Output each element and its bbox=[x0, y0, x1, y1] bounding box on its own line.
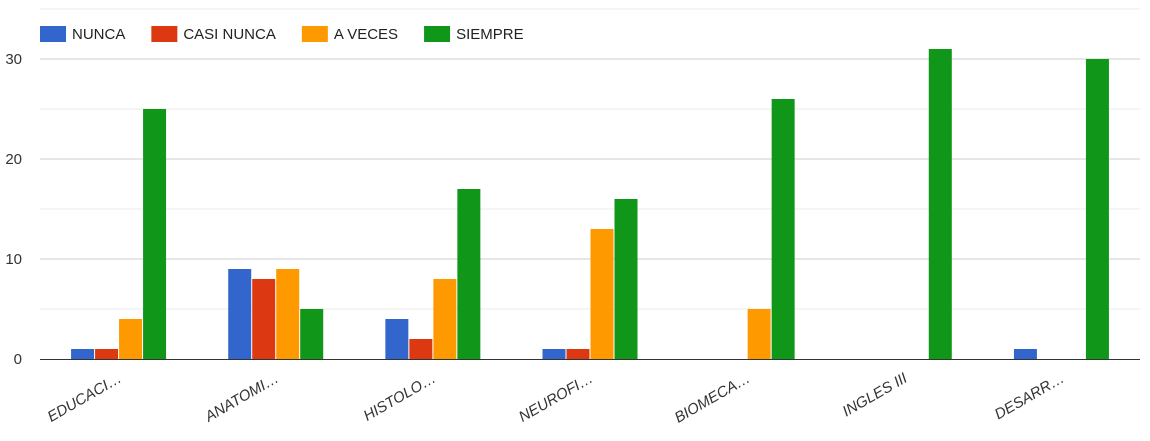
bar-a-veces bbox=[433, 279, 457, 359]
bar-siempre bbox=[1085, 59, 1109, 359]
bar-casi-nunca bbox=[252, 279, 276, 359]
bar-siempre bbox=[143, 109, 167, 359]
y-tick-label: 10 bbox=[5, 251, 22, 268]
legend-swatch bbox=[424, 26, 451, 42]
x-axis-labels: EDUCACI… ANATOMI… HISTOLO… NEUROFI… BIOMECA…… bbox=[45, 370, 1068, 427]
x-category-label: ANATOMI… bbox=[201, 370, 281, 426]
bar-casi-nunca bbox=[95, 349, 119, 359]
x-category-label: INGLES III bbox=[840, 370, 911, 421]
x-category-label: HISTOLO… bbox=[361, 370, 439, 425]
x-category-label: EDUCACI… bbox=[45, 370, 125, 426]
bar-siempre bbox=[457, 189, 481, 359]
bar-nunca bbox=[542, 349, 566, 359]
bar-siempre bbox=[928, 49, 952, 359]
bar-nunca bbox=[228, 269, 252, 359]
bar-a-veces bbox=[276, 269, 300, 359]
bar-nunca bbox=[1013, 349, 1037, 359]
bar-a-veces bbox=[747, 309, 771, 359]
legend-swatch bbox=[151, 26, 178, 42]
bar-siempre bbox=[614, 199, 638, 359]
bar-siempre bbox=[300, 309, 324, 359]
x-category-label: BIOMECA… bbox=[672, 370, 753, 427]
legend-swatch bbox=[301, 26, 328, 42]
bar-nunca bbox=[385, 319, 409, 359]
legend-label: CASI NUNCA bbox=[183, 26, 276, 43]
grid-lines bbox=[40, 8, 1140, 310]
bar-a-veces bbox=[119, 319, 143, 359]
legend-label: SIEMPRE bbox=[456, 26, 524, 43]
y-tick-label: 30 bbox=[5, 51, 22, 68]
x-category-label: NEUROFI… bbox=[516, 370, 596, 426]
bar-casi-nunca bbox=[409, 339, 433, 359]
bar-nunca bbox=[71, 349, 95, 359]
bar-siempre bbox=[771, 99, 795, 359]
bars bbox=[71, 49, 1109, 359]
legend-label: NUNCA bbox=[72, 26, 125, 43]
legend-label: A VECES bbox=[334, 26, 398, 43]
bar-a-veces bbox=[590, 229, 614, 359]
legend-swatch bbox=[40, 26, 66, 42]
x-category-label: DESARR… bbox=[992, 370, 1068, 423]
legend: NUNCA CASI NUNCA A VECES SIEMPRE bbox=[40, 26, 524, 43]
y-tick-label: 20 bbox=[5, 151, 22, 168]
y-axis-ticks: 0 10 20 30 bbox=[5, 51, 22, 368]
bar-casi-nunca bbox=[566, 349, 590, 359]
y-tick-label: 0 bbox=[14, 351, 22, 368]
